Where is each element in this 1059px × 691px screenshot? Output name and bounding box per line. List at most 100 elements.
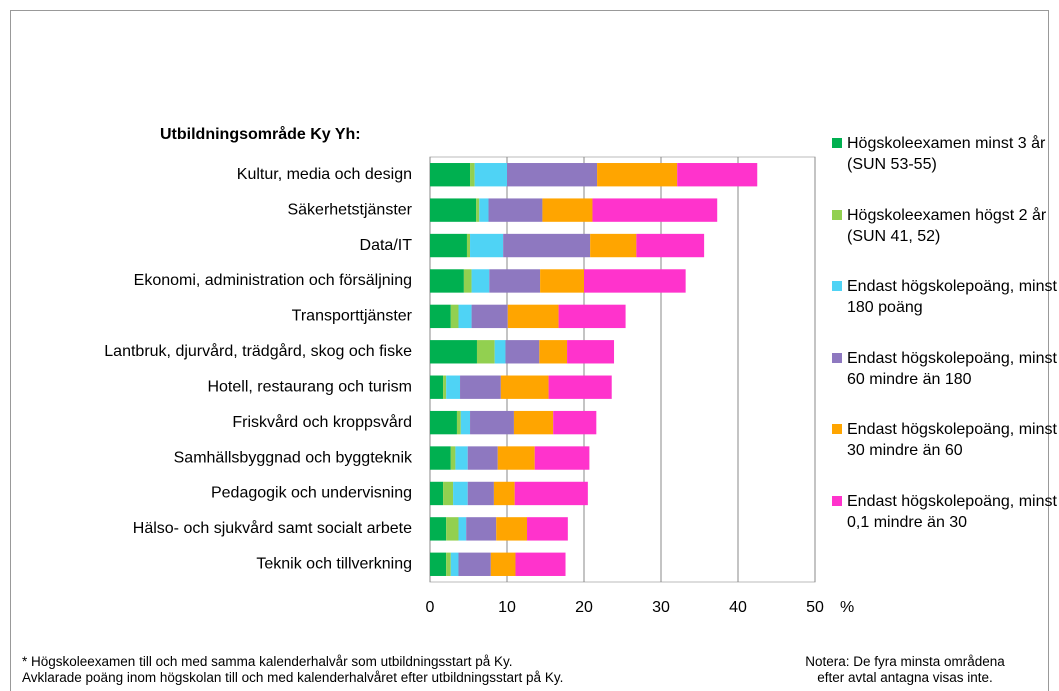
bar-segment bbox=[534, 446, 590, 470]
bar-segment bbox=[455, 446, 468, 470]
bar-segment bbox=[497, 446, 535, 470]
bar-segment bbox=[430, 233, 467, 258]
legend-swatch bbox=[832, 281, 842, 291]
bar-segment bbox=[548, 375, 612, 399]
y-tick-label: Data/IT bbox=[360, 237, 413, 254]
bar-segment bbox=[567, 340, 615, 364]
bar-segment bbox=[476, 198, 480, 222]
legend-label: Endast högskolepoäng, minst 0,1 mindre ä… bbox=[847, 492, 1057, 531]
legend-label: Högskoleexamen högst 2 år (SUN 41, 52) bbox=[847, 206, 1047, 245]
bar-segment bbox=[493, 481, 515, 506]
bar-segment bbox=[592, 198, 718, 222]
bar-segment bbox=[590, 233, 637, 258]
bar-segment bbox=[430, 481, 444, 506]
bar-segment bbox=[553, 410, 597, 435]
bar-segment bbox=[463, 269, 472, 293]
bar-segment bbox=[430, 446, 451, 470]
bar-segment bbox=[430, 517, 447, 541]
x-unit: % bbox=[840, 599, 854, 616]
bar-segment bbox=[558, 304, 626, 329]
bar-segment bbox=[507, 163, 598, 187]
bar-segment bbox=[490, 552, 516, 576]
y-tick-label: Transporttjänster bbox=[292, 308, 413, 325]
notes-right: Notera: De fyra minsta områdena efter av… bbox=[760, 654, 1050, 686]
legend-item: Endast högskolepoäng, minst 0,1 mindre ä… bbox=[832, 491, 1057, 533]
bar-segment bbox=[460, 410, 471, 435]
legend-label: Endast högskolepoäng, minst 60 mindre än… bbox=[847, 349, 1057, 388]
bar-segment bbox=[513, 410, 554, 435]
bar-segment bbox=[450, 552, 459, 576]
legend-item: Endast högskolepoäng, minst 30 mindre än… bbox=[832, 419, 1057, 461]
legend-swatch bbox=[832, 138, 842, 148]
y-tick-label: Pedagogik och undervisning bbox=[211, 485, 412, 502]
x-tick-label: 10 bbox=[498, 599, 516, 616]
bar-segment bbox=[500, 375, 549, 399]
note: efter avtal antagna visas inte. bbox=[817, 670, 993, 685]
x-tick-label: 30 bbox=[652, 599, 670, 616]
note: Avklarade poäng inom högskolan till och … bbox=[22, 670, 564, 685]
bar-segment bbox=[507, 304, 559, 329]
note: * Högskoleexamen till och med samma kale… bbox=[22, 654, 513, 669]
y-tick-label: Teknik och tillverkning bbox=[256, 556, 412, 573]
bar-segment bbox=[503, 233, 591, 258]
x-tick-label: 50 bbox=[806, 599, 824, 616]
bar-segment bbox=[458, 517, 467, 541]
y-tick-label: Samhällsbyggnad och byggteknik bbox=[174, 449, 413, 466]
bar-segment bbox=[446, 552, 451, 576]
bar-segment bbox=[430, 269, 464, 293]
bar-segment bbox=[430, 198, 477, 222]
y-tick-label: Friskvård och kroppsvård bbox=[232, 413, 412, 431]
bar-segment bbox=[471, 304, 508, 329]
x-tick-label: 20 bbox=[575, 599, 593, 616]
bar-segment bbox=[474, 163, 507, 187]
y-tick-label: Hälso- och sjukvård samt socialt arbete bbox=[133, 519, 412, 537]
bar-segment bbox=[597, 163, 678, 187]
bar-segment bbox=[430, 340, 477, 364]
bar-segment bbox=[450, 446, 456, 470]
bar-segment bbox=[450, 304, 459, 329]
legend-label: Endast högskolepoäng, minst 30 mindre än… bbox=[847, 421, 1057, 459]
legend-item: Högskoleexamen minst 3 år (SUN 53-55) bbox=[832, 133, 1057, 175]
y-tick-label: Lantbruk, djurvård, trädgård, skog och f… bbox=[104, 342, 412, 360]
legend-label: Endast högskolepoäng, minst 180 poäng bbox=[847, 278, 1057, 316]
bar-segment bbox=[470, 410, 514, 435]
legend-swatch bbox=[832, 495, 842, 506]
bar-segment bbox=[430, 304, 451, 329]
bar-segment bbox=[430, 163, 471, 187]
bar-segment bbox=[443, 481, 454, 506]
notes-left: * Högskoleexamen till och med samma kale… bbox=[22, 654, 563, 686]
bar-segment bbox=[505, 340, 540, 364]
legend-swatch bbox=[832, 352, 842, 363]
bar-segment bbox=[458, 304, 472, 329]
legend-swatch bbox=[832, 209, 842, 220]
bar-segment bbox=[430, 552, 447, 576]
bar-segment bbox=[496, 517, 528, 541]
bar-segment bbox=[584, 269, 686, 293]
bar-segment bbox=[466, 233, 471, 258]
bar-segment bbox=[540, 269, 584, 293]
bar-segment bbox=[494, 340, 506, 364]
legend-item: Endast högskolepoäng, minst 180 poäng bbox=[832, 276, 1057, 318]
bar-segment bbox=[470, 163, 475, 187]
legend-item: Endast högskolepoäng, minst 60 mindre än… bbox=[832, 348, 1057, 390]
bar-segment bbox=[539, 340, 568, 364]
bar-segment bbox=[489, 269, 541, 293]
bar-segment bbox=[471, 269, 490, 293]
legend-label: Högskoleexamen minst 3 år (SUN 53-55) bbox=[847, 135, 1046, 173]
y-tick-label: Ekonomi, administration och försäljning bbox=[134, 272, 412, 289]
bar-segment bbox=[488, 198, 543, 222]
legend-item: Högskoleexamen högst 2 år (SUN 41, 52) bbox=[832, 205, 1057, 247]
bar-segment bbox=[479, 198, 489, 222]
bar-segment bbox=[446, 517, 459, 541]
bar-segment bbox=[636, 233, 705, 258]
y-tick-label: Säkerhetstjänster bbox=[287, 201, 412, 218]
note: Notera: De fyra minsta områdena bbox=[805, 654, 1005, 669]
bar-segment bbox=[466, 517, 497, 541]
bar-segment bbox=[542, 198, 593, 222]
bar-segment bbox=[476, 340, 495, 364]
legend-swatch bbox=[832, 424, 842, 434]
bar-segment bbox=[470, 233, 504, 258]
x-tick-label: 0 bbox=[426, 599, 435, 616]
